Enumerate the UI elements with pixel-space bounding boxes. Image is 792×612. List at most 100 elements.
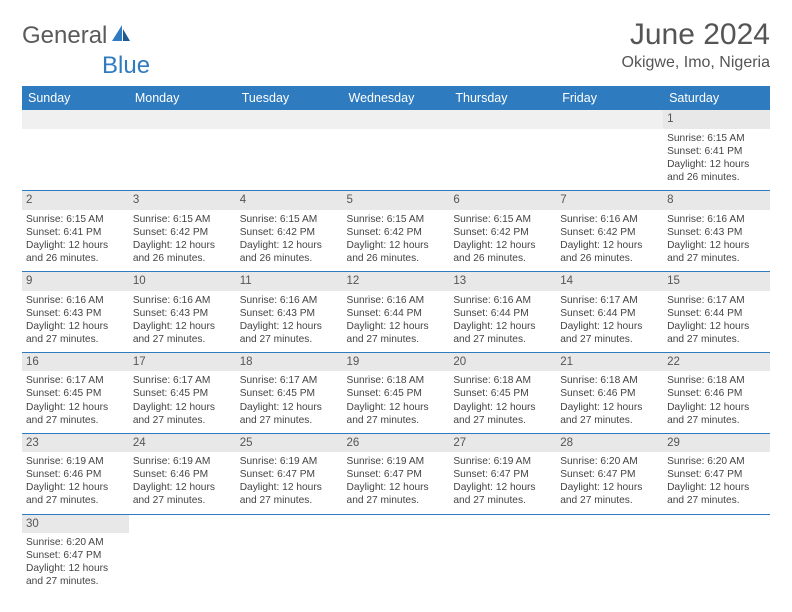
daylight-line: Daylight: 12 hours and 26 minutes. [560, 239, 659, 265]
sunrise-line: Sunrise: 6:18 AM [560, 374, 659, 387]
daylight-line: Daylight: 12 hours and 27 minutes. [26, 562, 125, 588]
daylight-line: Daylight: 12 hours and 27 minutes. [667, 481, 766, 507]
sunrise-line: Sunrise: 6:15 AM [26, 213, 125, 226]
day-info-cell [449, 129, 556, 191]
day-number-cell: 22 [663, 352, 770, 371]
day-info-cell: Sunrise: 6:19 AMSunset: 6:46 PMDaylight:… [129, 452, 236, 514]
day-number-cell [556, 514, 663, 533]
sunrise-line: Sunrise: 6:15 AM [347, 213, 446, 226]
brand-part1: General [22, 22, 107, 50]
sunrise-line: Sunrise: 6:17 AM [667, 294, 766, 307]
sunset-line: Sunset: 6:41 PM [667, 145, 766, 158]
sunrise-line: Sunrise: 6:17 AM [240, 374, 339, 387]
day-info-cell: Sunrise: 6:16 AMSunset: 6:43 PMDaylight:… [663, 210, 770, 272]
day-info-cell: Sunrise: 6:17 AMSunset: 6:44 PMDaylight:… [556, 291, 663, 353]
sunset-line: Sunset: 6:43 PM [667, 226, 766, 239]
sunset-line: Sunset: 6:44 PM [347, 307, 446, 320]
sunset-line: Sunset: 6:47 PM [560, 468, 659, 481]
day-number-cell: 11 [236, 271, 343, 290]
day-number-cell: 21 [556, 352, 663, 371]
sunrise-line: Sunrise: 6:16 AM [560, 213, 659, 226]
day-number-cell: 16 [22, 352, 129, 371]
sunset-line: Sunset: 6:47 PM [26, 549, 125, 562]
sunrise-line: Sunrise: 6:19 AM [347, 455, 446, 468]
sunset-line: Sunset: 6:47 PM [667, 468, 766, 481]
sunrise-line: Sunrise: 6:18 AM [667, 374, 766, 387]
calendar-table: SundayMondayTuesdayWednesdayThursdayFrid… [22, 86, 770, 594]
day-info-cell [129, 129, 236, 191]
day-number-cell: 29 [663, 433, 770, 452]
daylight-line: Daylight: 12 hours and 27 minutes. [453, 401, 552, 427]
sunrise-line: Sunrise: 6:19 AM [240, 455, 339, 468]
sunrise-line: Sunrise: 6:20 AM [560, 455, 659, 468]
day-number-cell: 8 [663, 190, 770, 209]
day-info-cell: Sunrise: 6:16 AMSunset: 6:44 PMDaylight:… [343, 291, 450, 353]
sunrise-line: Sunrise: 6:19 AM [26, 455, 125, 468]
day-info-cell: Sunrise: 6:17 AMSunset: 6:44 PMDaylight:… [663, 291, 770, 353]
week-info-row: Sunrise: 6:15 AMSunset: 6:41 PMDaylight:… [22, 210, 770, 272]
sunrise-line: Sunrise: 6:15 AM [453, 213, 552, 226]
daylight-line: Daylight: 12 hours and 27 minutes. [560, 481, 659, 507]
day-header: Sunday [22, 86, 129, 110]
daylight-line: Daylight: 12 hours and 26 minutes. [453, 239, 552, 265]
daylight-line: Daylight: 12 hours and 27 minutes. [26, 320, 125, 346]
sunset-line: Sunset: 6:45 PM [453, 387, 552, 400]
week-info-row: Sunrise: 6:16 AMSunset: 6:43 PMDaylight:… [22, 291, 770, 353]
week-daynum-row: 1 [22, 110, 770, 129]
day-info-cell: Sunrise: 6:16 AMSunset: 6:42 PMDaylight:… [556, 210, 663, 272]
day-number-cell: 9 [22, 271, 129, 290]
day-info-cell: Sunrise: 6:16 AMSunset: 6:43 PMDaylight:… [236, 291, 343, 353]
sunset-line: Sunset: 6:47 PM [453, 468, 552, 481]
week-info-row: Sunrise: 6:17 AM Sunset: 6:45 PMDaylight:… [22, 371, 770, 433]
day-info-cell: Sunrise: 6:16 AMSunset: 6:43 PMDaylight:… [129, 291, 236, 353]
sunrise-line: Sunrise: 6:17 AM [560, 294, 659, 307]
daylight-line: Daylight: 12 hours and 26 minutes. [240, 239, 339, 265]
sunrise-line: Sunrise: 6:19 AM [453, 455, 552, 468]
day-info-cell: Sunrise: 6:16 AMSunset: 6:44 PMDaylight:… [449, 291, 556, 353]
brand-sail-icon [110, 22, 132, 50]
sunset-line: Sunset: 6:46 PM [667, 387, 766, 400]
day-info-cell: Sunrise: 6:17 AMSunset: 6:45 PMDaylight:… [236, 371, 343, 433]
day-info-cell: Sunrise: 6:19 AMSunset: 6:47 PMDaylight:… [449, 452, 556, 514]
daylight-line: Daylight: 12 hours and 27 minutes. [667, 239, 766, 265]
day-info-cell: Sunrise: 6:19 AMSunset: 6:46 PMDaylight:… [22, 452, 129, 514]
day-header: Friday [556, 86, 663, 110]
sunset-line: Sunset: 6:42 PM [560, 226, 659, 239]
daylight-line: Daylight: 12 hours and 27 minutes. [453, 481, 552, 507]
day-info-cell: Sunrise: 6:20 AMSunset: 6:47 PMDaylight:… [663, 452, 770, 514]
sunrise-line: Sunrise: 6:17 AM [133, 374, 232, 387]
day-number-cell: 1 [663, 110, 770, 129]
day-info-cell: Sunrise: 6:15 AMSunset: 6:41 PMDaylight:… [663, 129, 770, 191]
week-daynum-row: 16171819202122 [22, 352, 770, 371]
week-daynum-row: 30 [22, 514, 770, 533]
daylight-line: Daylight: 12 hours and 27 minutes. [26, 481, 125, 507]
daylight-line: Daylight: 12 hours and 27 minutes. [133, 481, 232, 507]
day-info-cell: Sunrise: 6:19 AMSunset: 6:47 PMDaylight:… [343, 452, 450, 514]
page-title: June 2024 [622, 18, 771, 52]
day-header: Monday [129, 86, 236, 110]
daylight-line: Daylight: 12 hours and 26 minutes. [347, 239, 446, 265]
sunset-line: Sunset: 6:42 PM [347, 226, 446, 239]
day-number-cell: 3 [129, 190, 236, 209]
sunrise-line: Sunrise: 6:16 AM [667, 213, 766, 226]
day-number-cell: 2 [22, 190, 129, 209]
day-header: Thursday [449, 86, 556, 110]
daylight-line: Daylight: 12 hours and 27 minutes. [133, 320, 232, 346]
day-info-cell: Sunrise: 6:18 AMSunset: 6:45 PMDaylight:… [449, 371, 556, 433]
day-number-cell: 18 [236, 352, 343, 371]
day-number-cell [129, 514, 236, 533]
sunrise-line: Sunrise: 6:15 AM [240, 213, 339, 226]
day-number-cell: 5 [343, 190, 450, 209]
day-number-cell: 10 [129, 271, 236, 290]
day-number-cell: 6 [449, 190, 556, 209]
day-number-cell [556, 110, 663, 129]
day-number-cell [449, 110, 556, 129]
day-info-cell: Sunrise: 6:20 AMSunset: 6:47 PMDaylight:… [556, 452, 663, 514]
brand-part2: Blue [102, 52, 150, 79]
sunrise-line: Sunrise: 6:15 AM [667, 132, 766, 145]
daylight-line: Daylight: 12 hours and 26 minutes. [667, 158, 766, 184]
daylight-line: Daylight: 12 hours and 27 minutes. [667, 320, 766, 346]
day-number-cell [22, 110, 129, 129]
day-header: Saturday [663, 86, 770, 110]
week-daynum-row: 9101112131415 [22, 271, 770, 290]
